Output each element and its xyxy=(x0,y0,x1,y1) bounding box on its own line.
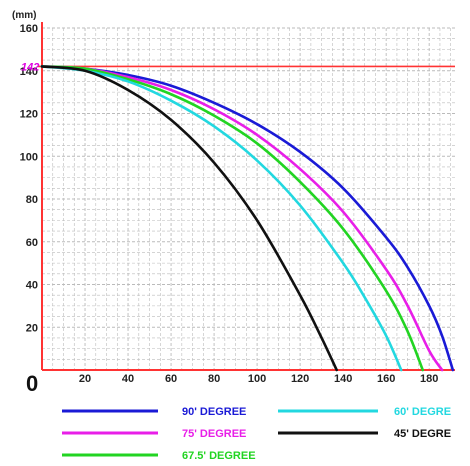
legend-label: 75' DEGREE xyxy=(182,428,246,440)
y-tick-label: 40 xyxy=(26,280,38,292)
x-tick-label: 140 xyxy=(334,373,352,385)
y-tick-label: 100 xyxy=(20,151,38,163)
y-tick-label: 80 xyxy=(26,194,38,206)
series-line xyxy=(40,65,338,372)
series-line xyxy=(40,65,455,372)
series-line xyxy=(40,65,403,372)
series-line xyxy=(40,65,444,372)
x-tick-label: 20 xyxy=(79,373,91,385)
tick-labels: 20 40 60 80 100 120 140 160 180 20 40 60 80 100 120 140… xyxy=(20,23,439,385)
x-tick-label: 120 xyxy=(291,373,309,385)
axes xyxy=(38,22,455,371)
origin-label: 0 xyxy=(26,371,38,396)
y-tick-label: 60 xyxy=(26,237,38,249)
grid xyxy=(42,27,455,370)
x-tick-label: 180 xyxy=(420,373,438,385)
series-lines xyxy=(40,65,455,372)
x-tick-label: 60 xyxy=(165,373,177,385)
legend-label: 90' DEGREE xyxy=(182,406,246,418)
y-tick-label: 120 xyxy=(20,109,38,121)
legend-label: 60' DEGRE xyxy=(394,406,451,418)
legend: 90' DEGREE 60' DEGRE 75' DEGREE 45' DEGRE 67… xyxy=(62,406,451,462)
x-tick-label: 100 xyxy=(248,373,266,385)
legend-label: 67.5' DEGREE xyxy=(182,450,256,462)
x-tick-label: 40 xyxy=(122,373,134,385)
y-tick-label: 140 xyxy=(20,66,38,78)
y-tick-label: 20 xyxy=(26,322,38,334)
series-line xyxy=(40,65,425,372)
highlight-y-label: 142 xyxy=(21,61,39,73)
y-tick-label: 160 xyxy=(20,23,38,35)
legend-label: 45' DEGRE xyxy=(394,428,451,440)
y-axis-unit-label: (mm) xyxy=(12,10,36,21)
x-tick-label: 80 xyxy=(208,373,220,385)
x-tick-label: 160 xyxy=(377,373,395,385)
